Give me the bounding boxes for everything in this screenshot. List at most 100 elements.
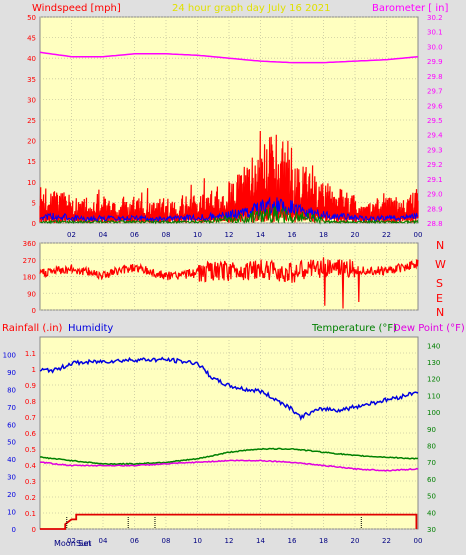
rainfall-tick-label: 0.2 xyxy=(25,494,36,502)
hour-tick-label: 20 xyxy=(351,231,360,239)
direction-tick-label: 90 xyxy=(27,290,36,298)
humidity-tick-label: 10 xyxy=(7,509,16,517)
wind-low-series-line xyxy=(39,206,419,225)
hour-tick-label: 02 xyxy=(67,537,76,545)
barometer-tick-label: 29.6 xyxy=(427,102,443,110)
windspeed-tick-label: 45 xyxy=(27,35,36,43)
humidity-tick-label: 60 xyxy=(7,421,16,429)
humidity-axis-title: Humidity xyxy=(68,323,113,334)
dir-label-s: S xyxy=(436,277,443,290)
windspeed-tick-label: 35 xyxy=(27,76,36,84)
temperature-tick-label: 100 xyxy=(427,409,440,417)
hour-tick-label: 18 xyxy=(319,537,328,545)
dir-label-n-bottom: N xyxy=(436,306,444,319)
temperature-tick-label: 110 xyxy=(427,392,440,400)
rainfall-tick-label: 0.3 xyxy=(25,478,36,486)
hour-tick-label: 12 xyxy=(225,537,234,545)
windspeed-tick-label: 15 xyxy=(27,158,36,166)
barometer-tick-label: 29.5 xyxy=(427,117,443,125)
dewpoint-axis-title: Dew Point (°F) xyxy=(393,323,465,334)
sun-label: Sun xyxy=(76,539,91,548)
hour-tick-label: 14 xyxy=(256,231,265,239)
rainfall-tick-label: 1.1 xyxy=(25,350,36,358)
hour-tick-label: 04 xyxy=(99,231,108,239)
temperature-axis-title: Temperature (°F) xyxy=(311,323,397,334)
humidity-tick-label: 0 xyxy=(12,526,16,534)
hour-tick-label: 22 xyxy=(382,537,391,545)
barometer-tick-label: 29.0 xyxy=(427,191,443,199)
temperature-series-line xyxy=(39,447,419,466)
barometer-tick-label: 29.4 xyxy=(427,132,443,140)
direction-tick-label: 270 xyxy=(23,257,36,265)
humidity-tick-label: 90 xyxy=(7,369,16,377)
hour-tick-label: 00 xyxy=(414,537,423,545)
barometer-tick-label: 29.8 xyxy=(427,73,443,81)
hour-tick-label: 20 xyxy=(351,537,360,545)
dir-label-n-top: N xyxy=(436,239,444,252)
windspeed-tick-label: 40 xyxy=(27,55,36,63)
humidity-tick-label: 30 xyxy=(7,474,16,482)
rainfall-tick-label: 0.4 xyxy=(25,462,37,470)
humidity-tick-label: 70 xyxy=(7,404,16,412)
windspeed-tick-label: 5 xyxy=(32,199,36,207)
rainfall-tick-label: 0.8 xyxy=(25,398,36,406)
barometer-tick-label: 29.7 xyxy=(427,88,443,96)
windspeed-axis-title: Windspeed [mph] xyxy=(32,3,121,14)
rainfall-tick-label: 0.1 xyxy=(25,510,36,518)
rainfall-tick-label: 0.6 xyxy=(25,430,37,438)
windspeed-tick-label: 50 xyxy=(27,14,36,22)
temperature-tick-label: 80 xyxy=(427,443,436,451)
barometer-tick-label: 29.1 xyxy=(427,176,443,184)
rainfall-tick-label: 1 xyxy=(32,366,36,374)
hour-tick-label: 22 xyxy=(382,231,391,239)
rainfall-series-line xyxy=(40,513,418,530)
direction-tick-label: 180 xyxy=(23,274,36,282)
temperature-tick-label: 30 xyxy=(427,526,436,534)
windspeed-tick-label: 0 xyxy=(32,220,36,228)
windspeed-tick-label: 25 xyxy=(27,117,36,125)
hour-tick-label: 04 xyxy=(99,537,108,545)
temperature-tick-label: 50 xyxy=(427,493,436,501)
hour-tick-label: 00 xyxy=(414,231,423,239)
windspeed-tick-label: 10 xyxy=(27,179,36,187)
humidity-series-line xyxy=(39,356,419,421)
barometer-series-line xyxy=(39,51,419,64)
temperature-tick-label: 70 xyxy=(427,459,436,467)
hour-tick-label: 18 xyxy=(319,231,328,239)
direction-tick-label: 360 xyxy=(23,240,36,248)
hour-tick-label: 02 xyxy=(67,231,76,239)
rainfall-tick-label: 0.7 xyxy=(25,414,36,422)
humidity-tick-label: 100 xyxy=(3,351,16,359)
hour-tick-label: 06 xyxy=(130,537,139,545)
barometer-tick-label: 29.3 xyxy=(427,146,443,154)
hour-tick-label: 16 xyxy=(288,537,297,545)
humidity-tick-label: 80 xyxy=(7,386,16,394)
dewpoint-series-line xyxy=(39,459,419,472)
barometer-tick-label: 28.9 xyxy=(427,205,443,213)
dir-label-e: E xyxy=(436,292,443,305)
humidity-tick-label: 40 xyxy=(7,456,16,464)
temperature-tick-label: 60 xyxy=(427,476,436,484)
hour-tick-label: 06 xyxy=(130,231,139,239)
rainfall-tick-label: 0.5 xyxy=(25,446,36,454)
hour-tick-label: 10 xyxy=(193,231,202,239)
windspeed-tick-label: 20 xyxy=(27,138,36,146)
humidity-tick-label: 20 xyxy=(7,491,16,499)
barometer-tick-label: 30.0 xyxy=(427,43,443,51)
barometer-tick-label: 29.2 xyxy=(427,161,443,169)
humidity-tick-label: 50 xyxy=(7,439,16,447)
barometer-tick-label: 28.8 xyxy=(427,220,443,228)
temperature-tick-label: 140 xyxy=(427,342,440,350)
rainfall-tick-label: 0 xyxy=(32,526,36,534)
moonset-label: Moon Set xyxy=(54,539,91,548)
hour-tick-label: 10 xyxy=(193,537,202,545)
temperature-tick-label: 120 xyxy=(427,376,440,384)
dir-label-w: W xyxy=(435,258,446,271)
rainfall-tick-label: 0.9 xyxy=(25,382,36,390)
barometer-tick-label: 30.2 xyxy=(427,14,443,22)
hour-tick-label: 08 xyxy=(162,537,171,545)
hour-tick-label: 12 xyxy=(225,231,234,239)
rainfall-axis-title: Rainfall (.in) xyxy=(2,323,63,334)
